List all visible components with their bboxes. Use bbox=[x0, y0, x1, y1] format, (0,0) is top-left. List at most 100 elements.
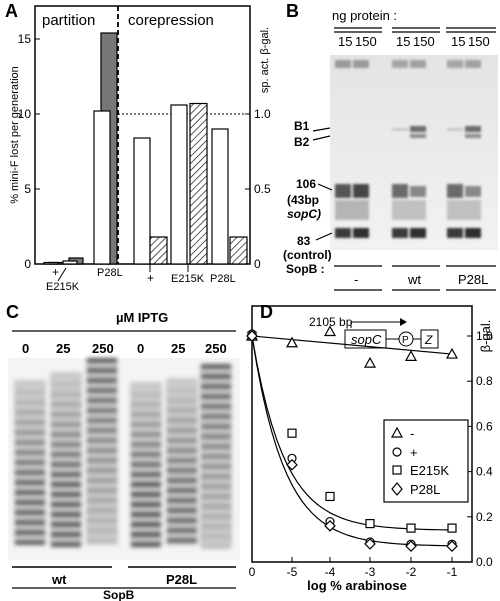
sopb-group: P28L bbox=[458, 272, 488, 287]
panel-b-gel bbox=[330, 55, 498, 250]
lane-amount: 150 bbox=[355, 34, 377, 49]
y-tick-label: 0.4 bbox=[476, 465, 493, 479]
legend-circle-icon bbox=[392, 447, 402, 457]
data-point-diamond bbox=[246, 330, 258, 342]
panel-d-legend: - + E215K P28L bbox=[383, 419, 469, 503]
x-tick-label: -2 bbox=[406, 565, 417, 579]
band-label-83: 83 bbox=[297, 234, 311, 248]
lane-amount: 15 bbox=[451, 34, 465, 49]
ng-protein-header: ng protein : bbox=[332, 8, 397, 23]
data-point-triangle bbox=[323, 325, 337, 337]
construct-length: 2105 bp bbox=[309, 315, 353, 329]
partition-label: E215K bbox=[46, 281, 80, 293]
partition-header: partition bbox=[42, 12, 95, 29]
band-label-106: 106 bbox=[296, 177, 316, 191]
data-point-diamond bbox=[324, 519, 336, 532]
right-tick-label: 1.0 bbox=[254, 107, 271, 121]
bar bbox=[149, 236, 168, 265]
panel-a-ylabel-left: % mini-F lost per generation bbox=[9, 66, 21, 204]
x-tick-label: 0 bbox=[249, 565, 256, 579]
panel-c-footer: SopB bbox=[103, 588, 135, 601]
legend-label: - bbox=[410, 426, 414, 441]
panel-b-letter: B bbox=[286, 1, 299, 21]
sopb-group: wt bbox=[407, 272, 421, 287]
panel-c: C µM IPTG 0 25 250 0 25 250 wt P28L SopB bbox=[6, 302, 240, 601]
data-point-diamond bbox=[446, 540, 458, 553]
legend-diamond-icon bbox=[391, 482, 403, 496]
panel-a-ylabel-right: sp. act. β-gal. bbox=[259, 27, 271, 93]
data-point-triangle bbox=[285, 336, 299, 348]
bar bbox=[62, 260, 78, 265]
data-point-triangle bbox=[404, 350, 418, 361]
y-tick-label: 0.6 bbox=[476, 419, 493, 433]
corepression-label: P28L bbox=[210, 273, 236, 285]
bar bbox=[229, 236, 248, 265]
partition-label: P28L bbox=[97, 267, 123, 279]
sopb-row-label: SopB : bbox=[286, 262, 325, 276]
left-tick-label: 15 bbox=[18, 32, 32, 46]
bar bbox=[189, 102, 208, 265]
data-point-triangle bbox=[363, 356, 377, 368]
right-tick-label: 0 bbox=[254, 257, 261, 271]
band-label-control: (control) bbox=[283, 248, 332, 262]
corepression-label: + bbox=[147, 271, 154, 285]
legend-label: P28L bbox=[410, 482, 440, 497]
fit-curve bbox=[251, 335, 452, 547]
panel-d-xlabel: log % arabinose bbox=[307, 578, 407, 593]
left-tick-label: 5 bbox=[24, 182, 31, 196]
lane-amount: 150 bbox=[413, 34, 435, 49]
legend-label: + bbox=[410, 445, 418, 460]
left-tick-label: 0 bbox=[24, 257, 31, 271]
corepression-label: E215K bbox=[171, 273, 205, 285]
panel-a-right-axis: 0 0.5 1.0 bbox=[245, 107, 271, 271]
y-tick-label: 0.2 bbox=[476, 510, 493, 524]
construct-promoter: P bbox=[402, 335, 409, 346]
fit-line bbox=[251, 335, 453, 355]
band-label-43bp: (43bp bbox=[287, 193, 319, 207]
y-tick-label: 0.8 bbox=[476, 374, 493, 388]
panel-a-bars bbox=[43, 32, 248, 265]
x-tick-label: -1 bbox=[447, 565, 458, 579]
y-tick-label: 1.0 bbox=[476, 329, 493, 343]
panel-a-left-axis: 0 5 10 15 bbox=[18, 32, 40, 271]
legend-label: E215K bbox=[410, 463, 449, 478]
iptg-conc: 0 bbox=[22, 341, 29, 356]
corepression-header: corepression bbox=[128, 12, 214, 29]
right-tick-label: 0.5 bbox=[254, 182, 271, 196]
iptg-conc: 25 bbox=[56, 341, 70, 356]
iptg-conc: 25 bbox=[171, 341, 185, 356]
panel-d-ylabel: β-gal. bbox=[478, 320, 493, 353]
bar bbox=[170, 104, 188, 265]
lane-amount: 15 bbox=[396, 34, 410, 49]
panel-a: A partition corepression % mini-F lost p… bbox=[5, 1, 271, 293]
band-label-sopc: sopC) bbox=[287, 207, 321, 221]
panel-b: B ng protein : 15 150 15 150 15 150 bbox=[283, 1, 498, 291]
construct-site: sopC bbox=[351, 332, 382, 347]
data-point-diamond bbox=[286, 458, 298, 471]
panel-c-group: wt bbox=[51, 572, 67, 587]
bar bbox=[133, 137, 151, 265]
band-label-b1: B1 bbox=[294, 119, 310, 133]
bar bbox=[43, 261, 59, 265]
x-tick-label: -3 bbox=[365, 565, 376, 579]
x-tick-label: -4 bbox=[325, 565, 336, 579]
legend-square-icon bbox=[392, 465, 402, 475]
data-point-square bbox=[365, 518, 375, 529]
lane-amount: 150 bbox=[468, 34, 490, 49]
panel-d-frame bbox=[251, 305, 473, 563]
partition-label: + bbox=[52, 265, 59, 279]
data-point-diamond bbox=[405, 540, 417, 553]
panel-c-gel bbox=[8, 358, 240, 560]
lane-amount: 15 bbox=[338, 34, 352, 49]
panel-c-group: P28L bbox=[166, 572, 197, 587]
data-point-triangle bbox=[445, 347, 459, 359]
iptg-conc: 250 bbox=[92, 341, 114, 356]
x-tick-label: -5 bbox=[287, 565, 298, 579]
legend-triangle-icon bbox=[390, 426, 404, 438]
construct-diagram: 2105 bp sopC P Z bbox=[309, 315, 439, 349]
data-point-square bbox=[325, 491, 335, 502]
data-point-diamond bbox=[364, 538, 376, 550]
panel-d: D 2105 bp sopC P Z β-gal. log % arabinos… bbox=[245, 302, 493, 593]
iptg-conc: 250 bbox=[205, 341, 227, 356]
